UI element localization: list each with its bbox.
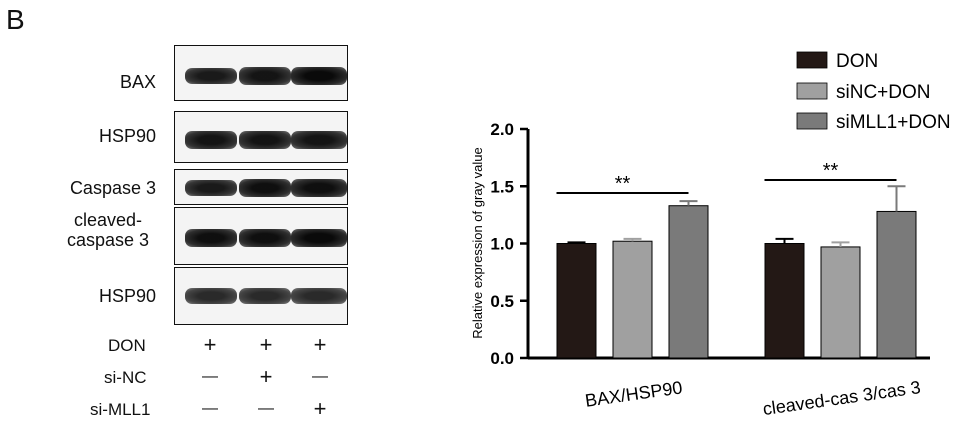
blot-strip <box>174 207 348 265</box>
x-tick-label: BAX/HSP90 <box>584 377 684 410</box>
y-tick-label: 0.0 <box>490 349 514 368</box>
bar <box>764 243 805 359</box>
condition-mark: — <box>202 400 218 417</box>
blot-row-label: Caspase 3 <box>69 178 156 198</box>
blot-band <box>239 229 291 247</box>
blot-band <box>239 131 291 149</box>
legend-label: siMLL1+DON <box>836 112 951 133</box>
blot-band <box>185 179 237 197</box>
blot-band <box>291 131 347 149</box>
y-tick-label: 1.5 <box>490 177 514 196</box>
significance-label: ** <box>615 173 631 195</box>
condition-label: si-MLL1 <box>90 400 151 419</box>
blot-band <box>291 67 347 85</box>
blot-row-label: BAX <box>119 72 156 92</box>
legend-swatch <box>796 82 828 100</box>
condition-mark: — <box>258 400 274 417</box>
bar <box>876 210 917 359</box>
panel-label: B <box>6 4 25 35</box>
condition-mark: + <box>313 396 327 421</box>
blot-row-label: cleaved- caspase 3 <box>66 210 150 250</box>
legend-swatch <box>796 112 828 130</box>
blot-band <box>239 67 291 85</box>
y-tick-label: 1.0 <box>490 235 514 254</box>
y-tick-label: 0.5 <box>490 292 514 311</box>
blot-band <box>185 67 237 85</box>
condition-label: DON <box>108 336 146 355</box>
bar <box>556 243 597 359</box>
x-tick-label: cleaved-cas 3/cas 3 <box>762 377 922 419</box>
condition-mark: + <box>259 364 273 389</box>
bar <box>612 240 653 359</box>
blot-band <box>185 131 237 149</box>
condition-mark: + <box>203 332 217 357</box>
blot-band <box>291 229 347 247</box>
condition-label: si-NC <box>104 368 147 387</box>
significance-label: ** <box>823 160 839 182</box>
legend-swatch <box>796 51 828 69</box>
bar <box>668 205 709 359</box>
blot-band <box>291 179 347 197</box>
y-axis-label: Relative expression of gray value <box>470 147 485 339</box>
blot-band <box>185 288 237 304</box>
condition-mark: + <box>313 332 327 357</box>
legend-label: DON <box>836 51 878 72</box>
legend-label: siNC+DON <box>836 82 930 103</box>
blot-strip <box>174 267 348 325</box>
blot-band <box>291 288 347 304</box>
blot-strip <box>174 169 348 205</box>
blot-strip <box>174 111 348 163</box>
blot-row-label: HSP90 <box>98 126 156 146</box>
blot-band <box>239 288 291 304</box>
condition-mark: — <box>312 368 328 385</box>
condition-mark: — <box>202 368 218 385</box>
blot-band <box>239 179 291 197</box>
blot-row-label: HSP90 <box>98 286 156 306</box>
bar <box>820 246 861 359</box>
blot-strip <box>174 45 348 101</box>
blot-band <box>185 229 237 247</box>
condition-mark: + <box>259 332 273 357</box>
y-tick-label: 2.0 <box>490 120 514 139</box>
